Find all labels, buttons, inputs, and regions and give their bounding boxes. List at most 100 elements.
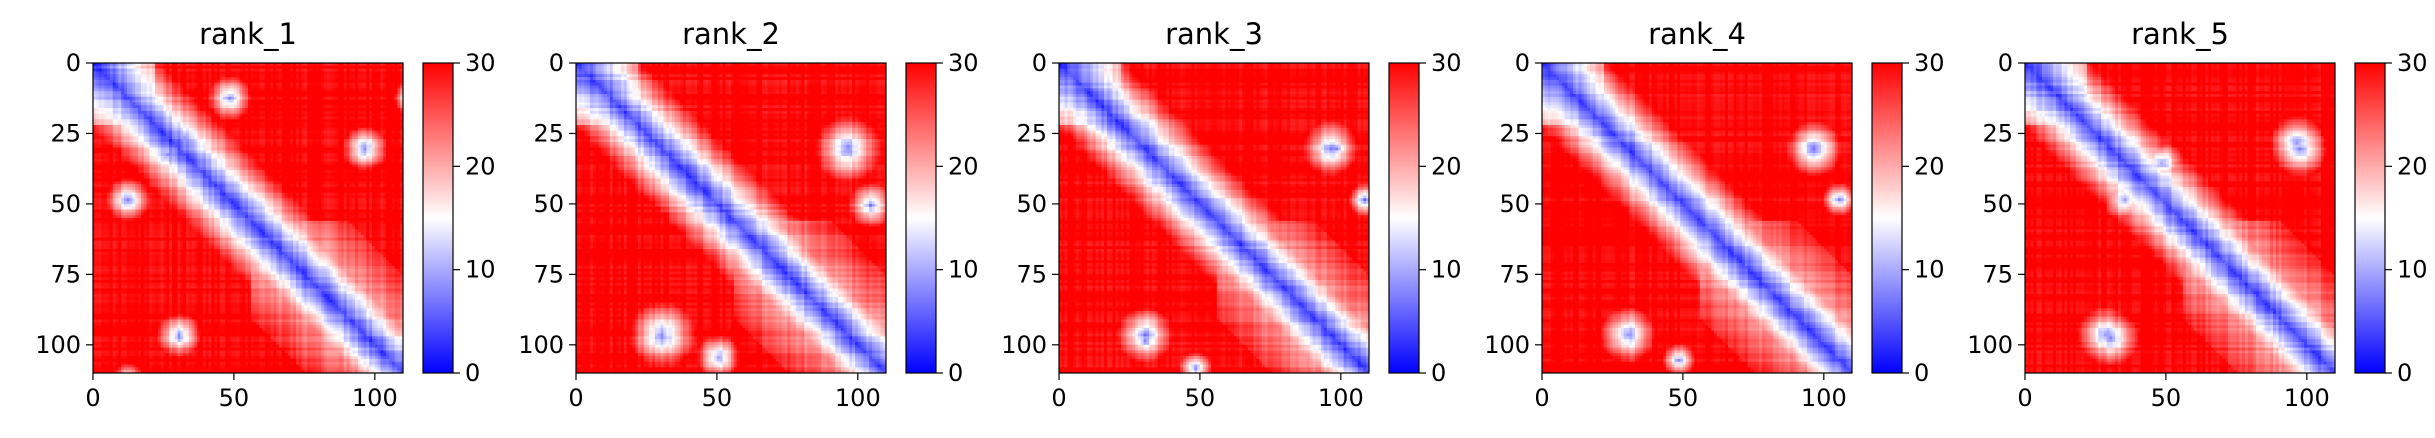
heatmap-cell <box>358 125 361 128</box>
heatmap-cell <box>223 94 226 97</box>
heatmap-cell <box>144 91 147 94</box>
heatmap-cell <box>273 102 276 105</box>
heatmap-cell <box>268 131 271 134</box>
heatmap-cell <box>366 122 369 125</box>
heatmap-cell <box>324 100 327 103</box>
heatmap-cell <box>296 119 299 122</box>
heatmap-cell <box>110 128 113 131</box>
heatmap-cell <box>389 66 392 69</box>
heatmap-cell <box>254 69 257 72</box>
heatmap-cell <box>214 117 217 120</box>
heatmap-cell <box>290 114 293 117</box>
heatmap-cell <box>375 91 378 94</box>
heatmap-cell <box>130 97 133 100</box>
heatmap-cell <box>290 105 293 108</box>
heatmap-cell <box>313 97 316 100</box>
heatmap-cell <box>361 114 364 117</box>
heatmap-cell <box>324 97 327 100</box>
heatmap-cell <box>228 88 231 91</box>
heatmap-cell <box>361 69 364 72</box>
heatmap-cell <box>158 91 161 94</box>
heatmap-cell <box>183 111 186 114</box>
heatmap-cell <box>223 100 226 103</box>
heatmap-cell <box>197 80 200 83</box>
heatmap-cell <box>276 66 279 69</box>
heatmap-cell <box>99 91 102 94</box>
heatmap-cell <box>217 66 220 69</box>
heatmap-cell <box>132 80 135 83</box>
heatmap-cell <box>121 108 124 111</box>
heatmap-cell <box>186 119 189 122</box>
heatmap-cell <box>349 125 352 128</box>
heatmap-cell <box>395 114 398 117</box>
heatmap-cell <box>203 111 206 114</box>
heatmap-cell <box>107 125 110 128</box>
heatmap-cell <box>144 114 147 117</box>
heatmap-cell <box>169 74 172 77</box>
heatmap-cell <box>234 71 237 74</box>
heatmap-cell <box>149 88 152 91</box>
heatmap-cell <box>147 119 150 122</box>
heatmap-cell <box>256 97 259 100</box>
heatmap-cell <box>327 86 330 89</box>
heatmap-cell <box>364 128 367 131</box>
heatmap-cell <box>273 66 276 69</box>
heatmap-cell <box>333 91 336 94</box>
heatmap-cell <box>172 105 175 108</box>
heatmap-cell <box>316 111 319 114</box>
heatmap-cell <box>161 88 164 91</box>
heatmap-cell <box>163 131 166 134</box>
heatmap-cell <box>392 80 395 83</box>
heatmap-cell <box>380 105 383 108</box>
heatmap-cell <box>178 125 181 128</box>
heatmap-cell <box>262 102 265 105</box>
heatmap-cell <box>228 71 231 74</box>
heatmap-cell <box>245 86 248 89</box>
heatmap-cell <box>220 102 223 105</box>
heatmap-cell <box>180 74 183 77</box>
heatmap-cell <box>248 71 251 74</box>
heatmap-cell <box>183 91 186 94</box>
heatmap-cell <box>259 71 262 74</box>
heatmap-cell <box>271 114 274 117</box>
heatmap-cell <box>110 102 113 105</box>
heatmap-cell <box>397 111 400 114</box>
heatmap-cell <box>248 83 251 86</box>
heatmap-cell <box>149 77 152 80</box>
heatmap-cell <box>268 111 271 114</box>
heatmap-cell <box>116 131 119 134</box>
heatmap-cell <box>124 94 127 97</box>
heatmap-cell <box>130 122 133 125</box>
heatmap-cell <box>361 77 364 80</box>
heatmap-cell <box>107 119 110 122</box>
heatmap-cell <box>237 114 240 117</box>
heatmap-cell <box>335 128 338 131</box>
heatmap-cell <box>378 80 381 83</box>
heatmap-cell <box>214 131 217 134</box>
heatmap-cell <box>132 83 135 86</box>
heatmap-cell <box>141 74 144 77</box>
heatmap-cell <box>290 119 293 122</box>
heatmap-cell <box>240 111 243 114</box>
heatmap-cell <box>149 94 152 97</box>
heatmap-cell <box>383 102 386 105</box>
heatmap-cell <box>121 69 124 72</box>
heatmap-cell <box>118 117 121 120</box>
heatmap-cell <box>352 91 355 94</box>
heatmap-cell <box>276 114 279 117</box>
heatmap-cell <box>313 80 316 83</box>
heatmap-cell <box>141 94 144 97</box>
heatmap-cell <box>392 122 395 125</box>
heatmap-cell <box>245 77 248 80</box>
heatmap-cell <box>223 105 226 108</box>
heatmap-cell <box>248 74 251 77</box>
heatmap-cell <box>375 77 378 80</box>
heatmap-cell <box>395 88 398 91</box>
heatmap-cell <box>158 66 161 69</box>
heatmap-cell <box>220 114 223 117</box>
heatmap-cell <box>380 88 383 91</box>
heatmap-cell <box>223 117 226 120</box>
heatmap-cell <box>155 69 158 72</box>
heatmap-cell <box>259 83 262 86</box>
heatmap-cell <box>130 86 133 89</box>
